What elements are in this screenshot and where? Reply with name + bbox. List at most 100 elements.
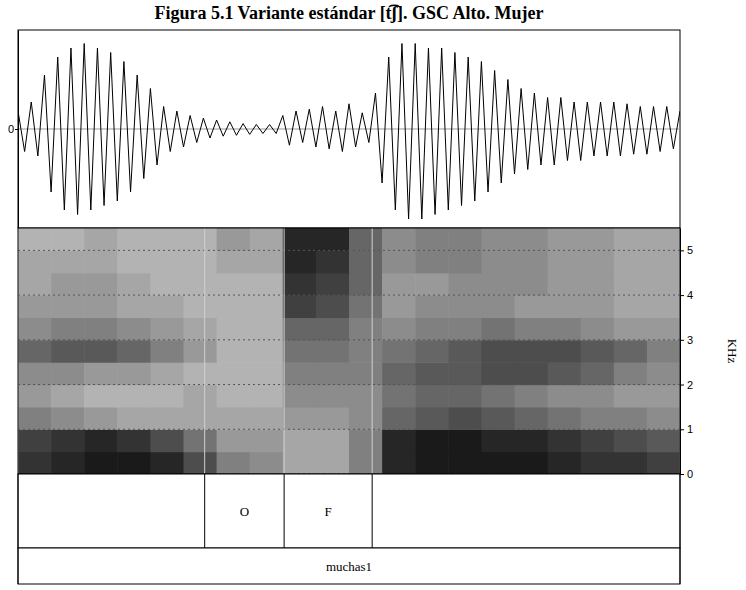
zero-line — [18, 129, 680, 130]
spectrogram-cell — [18, 317, 52, 340]
spectrogram-cell — [515, 340, 549, 363]
tier-label: O — [240, 504, 249, 519]
spectrogram-cell — [283, 407, 317, 430]
spectrogram-cell — [382, 295, 416, 318]
spectrogram-cell — [349, 273, 383, 296]
grid-line — [18, 384, 680, 385]
spectrogram-cell — [581, 452, 615, 474]
spectrogram-cell — [548, 452, 582, 474]
spectrogram-cell — [316, 407, 350, 430]
spectrogram-cell — [217, 340, 251, 363]
spectrogram-cell — [51, 250, 85, 273]
spectrogram-cell — [515, 452, 549, 474]
spectrogram-cell — [415, 250, 449, 273]
spectrogram-cell — [150, 429, 184, 452]
grid-line — [18, 429, 680, 430]
spectrogram-cell — [481, 362, 515, 385]
spectrogram-cell — [647, 317, 680, 340]
spectrogram-cell — [184, 362, 218, 385]
spectrogram-cell — [217, 385, 251, 408]
spectrogram-cell — [349, 362, 383, 385]
spectrogram-cell — [382, 452, 416, 474]
waveform-zero-lines — [18, 129, 680, 130]
spectrogram-cell — [349, 407, 383, 430]
spectrogram-cell — [283, 385, 317, 408]
spectrogram-cell — [614, 273, 648, 296]
spectrogram-cell — [84, 340, 118, 363]
tier-boundary — [18, 548, 19, 584]
tick-mark — [680, 340, 684, 341]
spectrogram-cell — [184, 385, 218, 408]
spectrogram-cell — [217, 295, 251, 318]
spectrogram-cell — [515, 429, 549, 452]
spectrogram-cell — [51, 362, 85, 385]
waveform-axis: 0 — [8, 31, 19, 229]
spectrogram-cell — [18, 407, 52, 430]
spectrogram-cell — [250, 385, 284, 408]
spectrogram-cell — [614, 228, 648, 251]
tick: 3 — [680, 334, 693, 346]
spectrogram-cell — [150, 250, 184, 273]
tick-mark — [680, 385, 684, 386]
spectrogram-cell — [415, 228, 449, 251]
spectrogram-cell — [283, 228, 317, 251]
spectrogram-cell — [84, 429, 118, 452]
spectrogram-cell — [18, 228, 52, 251]
spectrogram-cell — [349, 295, 383, 318]
spectrogram-cell — [250, 273, 284, 296]
spectrogram-cell — [84, 362, 118, 385]
tick: 4 — [680, 289, 693, 301]
spectrogram-cell — [150, 273, 184, 296]
spectrogram-cell — [18, 273, 52, 296]
spectrogram-cell — [581, 295, 615, 318]
tick-mark — [680, 429, 684, 430]
spectrogram-cell — [481, 407, 515, 430]
spectrogram-cell — [382, 340, 416, 363]
spectrogram-cell — [84, 228, 118, 251]
spectrogram-cell — [316, 317, 350, 340]
spectrogram-cell — [415, 429, 449, 452]
spectrogram-cell — [415, 452, 449, 474]
spectrogram-cell — [316, 340, 350, 363]
spectrogram-cell — [217, 228, 251, 251]
spectrogram-cell — [382, 228, 416, 251]
spectrogram-cell — [382, 407, 416, 430]
spectrogram-cell — [647, 228, 680, 251]
spectrogram-cell — [184, 273, 218, 296]
spectrogram-cell — [250, 407, 284, 430]
spectrogram-cell — [184, 250, 218, 273]
spectrogram-cell — [548, 295, 582, 318]
spectrogram-cell — [316, 429, 350, 452]
spectrogram-cell — [84, 407, 118, 430]
tick-label: 4 — [687, 289, 693, 301]
spectrogram-cell — [283, 429, 317, 452]
grid-line — [18, 295, 680, 296]
spectrogram-cell — [84, 250, 118, 273]
spectrogram-cell — [250, 362, 284, 385]
spectrogram-cell — [51, 429, 85, 452]
spectrogram-cell — [382, 273, 416, 296]
spectrogram-cell — [217, 362, 251, 385]
spectrogram-cell — [647, 273, 680, 296]
tick-label: 5 — [687, 244, 693, 256]
chart-root: Figura 5.1 Variante estándar [t͡ʃ]. GSC … — [0, 0, 746, 590]
spectrogram-cell — [614, 250, 648, 273]
grid-line — [18, 339, 680, 340]
spectrogram-cell — [614, 385, 648, 408]
spectrogram-cell — [117, 228, 151, 251]
spectrogram-cell — [581, 250, 615, 273]
spectrogram-cell — [548, 250, 582, 273]
spectrogram-cell — [217, 273, 251, 296]
spectrogram-cell — [84, 317, 118, 340]
spectrogram-cell — [581, 362, 615, 385]
spectrogram-cell — [117, 273, 151, 296]
spectrogram-cell — [283, 295, 317, 318]
spectrogram-cell — [415, 273, 449, 296]
spectrogram-cell — [316, 452, 350, 474]
tick: 1 — [680, 423, 693, 435]
spectrogram-cell — [117, 407, 151, 430]
tick: 2 — [680, 379, 693, 391]
spectrogram-cell — [18, 340, 52, 363]
spectrogram-cell — [548, 407, 582, 430]
spectrogram-cell — [316, 228, 350, 251]
